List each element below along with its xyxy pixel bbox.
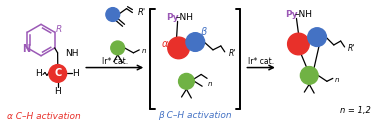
Text: n: n (142, 48, 147, 54)
Text: R': R' (347, 44, 355, 53)
Text: β C–H activation: β C–H activation (158, 111, 232, 120)
Text: H: H (72, 69, 79, 78)
Text: Ir* cat.: Ir* cat. (102, 57, 128, 66)
Circle shape (111, 41, 125, 55)
Text: n: n (335, 77, 339, 83)
Text: –NH: –NH (294, 10, 313, 19)
Text: n: n (208, 81, 212, 87)
Text: R': R' (229, 49, 236, 58)
Text: α C–H activation: α C–H activation (7, 112, 81, 121)
Text: α: α (162, 39, 168, 49)
Circle shape (301, 67, 318, 84)
Text: NH: NH (65, 49, 79, 58)
Text: R: R (56, 25, 62, 34)
Text: n = 1,2: n = 1,2 (340, 106, 371, 115)
Circle shape (288, 33, 309, 55)
Circle shape (186, 33, 204, 51)
Text: N: N (22, 44, 31, 54)
Circle shape (178, 73, 194, 89)
Circle shape (106, 8, 120, 21)
Circle shape (168, 37, 189, 59)
Text: Py: Py (285, 10, 297, 19)
Text: R': R' (137, 8, 146, 17)
Text: –NH: –NH (176, 13, 194, 22)
Circle shape (308, 28, 327, 46)
Circle shape (49, 65, 67, 82)
Text: β: β (200, 27, 206, 37)
Text: H: H (54, 87, 61, 96)
Text: Ir* cat.: Ir* cat. (248, 57, 274, 66)
Text: H: H (35, 69, 42, 78)
Text: Py: Py (166, 13, 178, 22)
Text: C: C (54, 69, 61, 78)
